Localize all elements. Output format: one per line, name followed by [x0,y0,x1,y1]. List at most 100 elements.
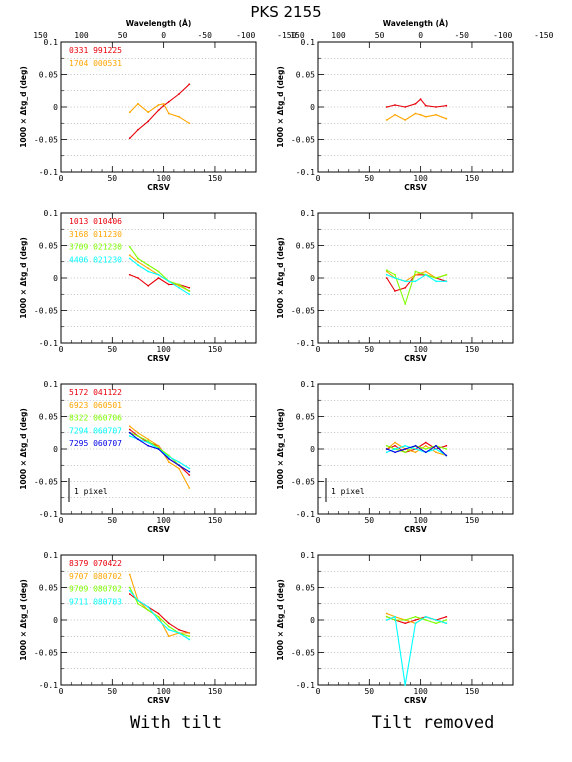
x-tick-label: 0 [316,174,321,183]
y-tick-label: 0.05 [39,71,58,80]
x-tick-label: 50 [364,345,374,354]
data-point [167,455,170,458]
data-point [435,451,437,454]
series-line-9709-080702 [129,587,190,637]
data-point [147,609,150,612]
legend-entry: 4406 021230 [69,255,122,264]
data-point [414,444,417,447]
top-tick-label: 0 [418,31,423,40]
legend-entry: 5172 041122 [69,388,122,397]
series-line-1704-000531 [386,112,447,121]
data-point [157,444,160,447]
data-point [385,269,388,272]
data-point [424,104,427,107]
legend-entry: 3168 011230 [69,230,122,239]
legend-entry: 6923 060501 [69,401,122,410]
data-point [404,684,407,686]
data-point [178,464,180,467]
y-tick-label: 0.1 [301,209,316,218]
y-tick-label: -0.05 [291,307,315,316]
x-tick-label: 150 [465,174,480,183]
data-point [128,245,131,248]
series-line-1704-000531 [129,103,190,124]
data-point [404,451,407,454]
legend-entry: 7294 060707 [69,426,122,435]
data-point [445,454,448,457]
data-point [147,284,150,287]
y-tick-label: 0 [310,274,315,283]
data-point [128,586,131,589]
data-point [137,277,139,279]
data-point [178,628,180,631]
data-point [435,622,437,625]
x-tick-label: 0 [59,174,64,183]
legend-entry: 7295 060707 [69,439,122,448]
panel-r4-tilt-removed: 0 50 100 150 CRSV 0.1 0.05 0 -0.05 -0.1 1000 × Δtg… [276,551,514,705]
data-point [157,270,160,273]
legend-entry: 1013 010406 [69,217,122,226]
x-tick-label: 50 [107,345,117,354]
data-point [167,112,170,115]
y-tick-label: 0.1 [301,380,316,389]
panels: 0 50 100 150 CRSV 0.1 0.05 0 -0.05 -0.1 1000 × Δtg… [19,19,554,705]
data-point [435,106,437,108]
data-point [424,619,427,621]
scale-label: 1 pixel [331,487,365,496]
data-point [404,448,407,450]
y-tick-label: -0.1 [296,168,315,177]
data-point [137,431,139,434]
series-line-8379-070422 [129,593,190,634]
data-point [178,461,180,463]
y-tick-label: 0 [310,445,315,454]
data-point [147,440,150,443]
data-point [385,119,388,121]
y-axis-label: 1000 × Δtg_d (deg) [276,579,285,661]
data-point [167,622,170,625]
x-axis-label: CRSV [147,183,170,192]
y-tick-label: -0.1 [39,339,58,348]
data-point [147,264,150,266]
data-point [188,487,191,489]
data-point [167,280,170,283]
data-point [128,254,131,257]
legend-entry: 8322 060706 [69,414,122,423]
legend-entry: 0331 991225 [69,46,122,55]
x-tick-label: 50 [364,174,374,183]
data-point [435,444,437,447]
data-point [157,109,160,112]
data-point [137,435,139,437]
x-tick-label: 150 [208,516,223,525]
x-axis-label: CRSV [147,525,170,534]
data-point [157,273,160,276]
x-tick-label: 50 [364,516,374,525]
y-tick-label: -0.05 [291,136,315,145]
data-point [167,457,170,460]
scale-label: 1 pixel [74,487,108,496]
legend-entry: 9711 080703 [69,597,122,606]
y-tick-label: -0.05 [291,478,315,487]
data-point [424,273,427,276]
figure-title: PKS 2155 [250,3,321,21]
data-point [147,438,150,441]
data-point [128,431,131,434]
data-point [147,606,150,608]
y-tick-label: 0 [310,103,315,112]
y-tick-label: 0 [310,616,315,625]
data-point [147,270,150,273]
top-tick-label: 50 [375,31,385,40]
data-point [128,593,131,595]
panel-r1-with-tilt: 0 50 100 150 CRSV 0.1 0.05 0 -0.05 -0.1 1000 × Δtg… [19,19,297,192]
data-point [188,286,191,289]
data-point [147,111,150,114]
y-axis-label: 1000 × Δtg_d (deg) [19,408,28,490]
y-tick-label: -0.05 [34,307,58,316]
panel-r4-with-tilt: 0 50 100 150 CRSV 0.1 0.05 0 -0.05 -0.1 1000 × Δtg… [19,551,257,705]
data-point [445,615,448,618]
legend-entry: 9709 080702 [69,585,122,594]
data-point [178,93,180,95]
y-tick-label: 0.1 [44,551,59,560]
x-tick-label: 50 [107,687,117,696]
data-point [414,619,417,621]
y-tick-label: -0.05 [291,649,315,658]
